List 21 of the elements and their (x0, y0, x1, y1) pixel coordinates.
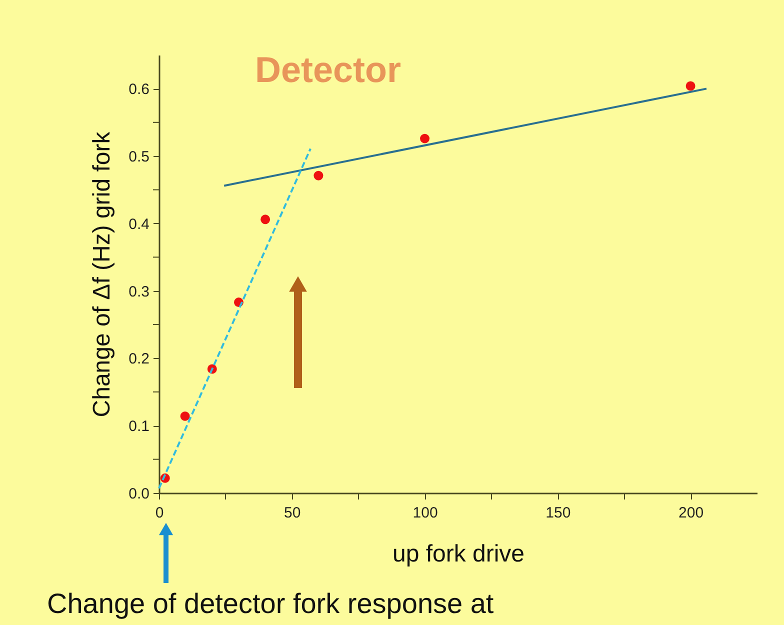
x-tick-label: 200 (678, 504, 704, 522)
x-tick-label: 0 (155, 504, 164, 522)
point (260, 214, 270, 224)
y-tick-label: 0.6 (128, 81, 150, 98)
x-axis-title: up fork drive (392, 540, 525, 568)
y-tick-label: 0.3 (128, 283, 150, 300)
y-tick-label: 0.1 (128, 418, 150, 436)
y-tick-label: 0.0 (128, 486, 150, 502)
point (686, 81, 696, 91)
point (314, 170, 324, 180)
y-tick-label: 0.5 (128, 148, 150, 166)
y-axis-title: Change of Δf (Hz) grid fork (88, 130, 116, 418)
x-tick-label: 100 (412, 504, 438, 522)
x-tick-label: 50 (284, 504, 301, 522)
point (180, 411, 190, 421)
point (420, 134, 430, 144)
y-tick-label: 0.2 (128, 350, 150, 368)
chart-title: Detector (255, 49, 402, 90)
y-tick-label: 0.4 (128, 216, 150, 233)
text: Change of detector fork response at (47, 588, 494, 619)
x-tick-label: 150 (546, 504, 571, 522)
